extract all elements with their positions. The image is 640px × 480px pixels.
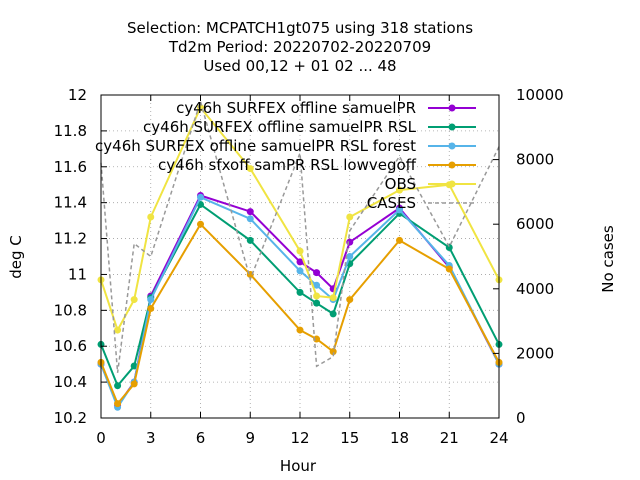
y2-axis-label: No cases [599, 225, 617, 293]
data-point [313, 281, 321, 289]
title-line-2: Td2m Period: 20220702-20220709 [168, 38, 431, 56]
data-point [296, 288, 304, 296]
data-point [445, 244, 453, 252]
y2-tick-label: 0 [516, 409, 526, 427]
y-tick-label: 11.8 [54, 122, 87, 140]
data-point [246, 165, 254, 173]
data-point [296, 326, 304, 334]
data-point [346, 213, 354, 221]
data-point [445, 265, 453, 273]
data-point [346, 296, 354, 304]
data-point [313, 299, 321, 307]
data-point [114, 400, 122, 408]
y2-tick-label: 8000 [516, 151, 554, 169]
data-point [296, 258, 304, 266]
y-tick-label: 11.6 [54, 158, 87, 176]
y2-tick-label: 6000 [516, 215, 554, 233]
data-point [396, 236, 403, 244]
data-point [147, 296, 155, 304]
data-point [197, 220, 204, 228]
plot-series [97, 98, 503, 411]
legend-marker [448, 180, 456, 188]
data-point [296, 267, 304, 275]
legend-marker [448, 104, 456, 112]
data-point [296, 247, 304, 255]
legend-label: cy46h SURFEX offline samuelPR RSL [143, 118, 417, 136]
legend-label: OBS [385, 175, 416, 193]
y-tick-label: 11 [68, 265, 87, 283]
data-point [246, 236, 254, 244]
data-point [114, 382, 122, 390]
legend-marker [448, 123, 456, 131]
data-point [329, 348, 337, 356]
data-point [147, 305, 155, 313]
data-point [130, 380, 138, 388]
legend-label: cy46h SURFEX offline samuelPR RSL forest [95, 137, 416, 155]
y-tick-label: 10.2 [54, 409, 87, 427]
data-point [197, 193, 204, 201]
y-tick-label: 10.4 [54, 373, 87, 391]
y2-tick-label: 2000 [516, 344, 554, 362]
x-axis-label: Hour [280, 457, 317, 475]
legend-label: cy46h SURFEX offline samuelPR [176, 99, 416, 117]
x-tick-label: 0 [96, 429, 106, 447]
data-point [313, 292, 321, 300]
y-tick-label: 11.4 [54, 194, 87, 212]
x-tick-label: 3 [146, 429, 156, 447]
data-point [246, 215, 254, 223]
data-point [130, 296, 138, 304]
y2-tick-label: 10000 [516, 86, 564, 104]
legend-marker [448, 161, 456, 169]
title-line-3: Used 00,12 + 01 02 ... 48 [203, 57, 396, 75]
x-tick-label: 18 [390, 429, 409, 447]
title-line-1: Selection: MCPATCH1gt075 using 318 stati… [127, 19, 473, 37]
x-tick-label: 21 [440, 429, 459, 447]
y-axis-label: deg C [7, 235, 25, 279]
x-tick-label: 24 [489, 429, 508, 447]
data-point [329, 294, 337, 302]
data-point [396, 206, 403, 214]
y-tick-label: 12 [68, 86, 87, 104]
data-point [329, 310, 337, 318]
data-point [130, 362, 138, 370]
chart-title: Selection: MCPATCH1gt075 using 318 stati… [127, 19, 473, 75]
x-tick-label: 6 [196, 429, 206, 447]
legend-label: cy46h sfxoff samPR RSL lowvegoff [158, 156, 417, 174]
y2-tick-label: 4000 [516, 280, 554, 298]
legend-label: CASES [367, 194, 416, 212]
data-point [396, 186, 403, 194]
data-point [114, 326, 122, 334]
x-tick-label: 12 [290, 429, 309, 447]
data-point [313, 269, 321, 277]
data-point [246, 208, 254, 216]
ticks: 0 3 6 9 12 15 18 21 24 10.2 10.4 10.6 10.8 11 11.2 11.4… [54, 86, 564, 447]
x-tick-label: 15 [340, 429, 359, 447]
x-tick-label: 9 [245, 429, 255, 447]
y-tick-label: 10.6 [54, 337, 87, 355]
data-point [346, 253, 354, 260]
legend-marker [448, 142, 456, 150]
y-tick-label: 11.2 [54, 230, 87, 248]
data-point [147, 213, 155, 221]
y-tick-label: 10.8 [54, 301, 87, 319]
